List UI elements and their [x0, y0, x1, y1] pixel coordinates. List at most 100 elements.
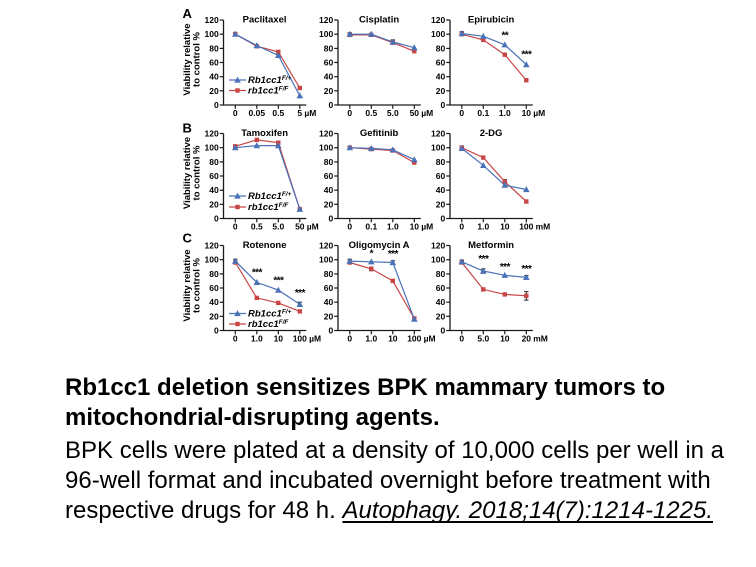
svg-text:100: 100	[431, 29, 445, 39]
svg-text:0: 0	[214, 100, 219, 110]
svg-text:20: 20	[209, 199, 219, 209]
svg-text:5.0: 5.0	[477, 333, 489, 343]
svg-text:120: 120	[319, 15, 333, 25]
svg-text:60: 60	[324, 58, 334, 68]
svg-text:60: 60	[324, 283, 334, 293]
svg-text:20: 20	[324, 86, 334, 96]
svg-text:20: 20	[209, 311, 219, 321]
svg-text:100: 100	[205, 143, 219, 153]
svg-text:60: 60	[209, 58, 219, 68]
svg-text:60: 60	[436, 171, 446, 181]
svg-text:1.0: 1.0	[365, 333, 377, 343]
svg-text:rb1cc1F/F: rb1cc1F/F	[248, 319, 289, 330]
svg-text:80: 80	[436, 43, 446, 53]
svg-text:120: 120	[431, 15, 445, 25]
svg-text:100: 100	[431, 255, 445, 265]
svg-text:5: 5	[297, 108, 302, 118]
svg-text:1.0: 1.0	[499, 108, 511, 118]
svg-text:60: 60	[436, 283, 446, 293]
svg-text:10: 10	[410, 221, 420, 231]
svg-text:1.0: 1.0	[387, 221, 399, 231]
svg-text:0.5: 0.5	[272, 108, 284, 118]
svg-text:0: 0	[328, 100, 333, 110]
svg-text:1.0: 1.0	[477, 221, 489, 231]
svg-text:80: 80	[436, 157, 446, 167]
svg-text:***: ***	[273, 276, 284, 287]
svg-text:40: 40	[436, 297, 446, 307]
svg-text:100: 100	[205, 29, 219, 39]
svg-text:µM: µM	[307, 221, 319, 231]
svg-text:0.05: 0.05	[249, 108, 266, 118]
svg-text:50: 50	[295, 221, 305, 231]
svg-text:120: 120	[205, 129, 219, 139]
svg-text:120: 120	[431, 129, 445, 139]
svg-text:100: 100	[205, 255, 219, 265]
svg-text:20: 20	[436, 199, 446, 209]
svg-text:0.5: 0.5	[251, 221, 263, 231]
svg-text:to control %: to control %	[191, 32, 202, 87]
svg-text:80: 80	[324, 43, 334, 53]
svg-text:Cisplatin: Cisplatin	[359, 14, 399, 25]
svg-text:100: 100	[319, 143, 333, 153]
svg-text:**: **	[502, 31, 509, 42]
svg-text:0: 0	[233, 221, 238, 231]
svg-text:10: 10	[500, 221, 510, 231]
svg-text:60: 60	[209, 283, 219, 293]
svg-text:50: 50	[410, 108, 420, 118]
svg-text:Viability relative: Viability relative	[182, 137, 193, 209]
svg-text:0: 0	[347, 333, 352, 343]
svg-text:10: 10	[500, 333, 510, 343]
svg-text:40: 40	[436, 72, 446, 82]
svg-text:1.0: 1.0	[251, 333, 263, 343]
svg-text:10: 10	[388, 333, 398, 343]
svg-text:20: 20	[209, 86, 219, 96]
svg-text:40: 40	[209, 185, 219, 195]
svg-text:40: 40	[209, 72, 219, 82]
svg-text:***: ***	[252, 268, 263, 279]
svg-text:80: 80	[324, 269, 334, 279]
svg-text:80: 80	[209, 157, 219, 167]
svg-text:40: 40	[324, 72, 334, 82]
svg-text:20: 20	[522, 333, 532, 343]
svg-text:Tamoxifen: Tamoxifen	[241, 128, 288, 139]
svg-text:Rb1cc1F/+: Rb1cc1F/+	[248, 309, 292, 320]
svg-text:rb1cc1F/F: rb1cc1F/F	[248, 202, 289, 213]
svg-text:120: 120	[205, 241, 219, 251]
svg-text:µM: µM	[309, 333, 321, 343]
svg-text:Rotenone: Rotenone	[243, 240, 287, 251]
svg-text:0: 0	[347, 221, 352, 231]
svg-text:Rb1cc1F/+: Rb1cc1F/+	[248, 191, 292, 202]
svg-text:Metformin: Metformin	[468, 240, 514, 251]
svg-text:10: 10	[522, 108, 532, 118]
svg-text:0: 0	[459, 333, 464, 343]
svg-text:120: 120	[319, 241, 333, 251]
svg-text:µM: µM	[421, 221, 433, 231]
svg-text:*: *	[370, 249, 374, 260]
svg-text:80: 80	[209, 269, 219, 279]
svg-text:A: A	[183, 6, 193, 21]
svg-text:***: ***	[388, 249, 399, 260]
svg-text:µM: µM	[421, 108, 433, 118]
svg-text:***: ***	[500, 262, 511, 273]
svg-text:100: 100	[293, 333, 307, 343]
svg-text:µM: µM	[424, 333, 436, 343]
svg-text:120: 120	[319, 129, 333, 139]
svg-text:120: 120	[431, 241, 445, 251]
svg-text:0: 0	[233, 108, 238, 118]
svg-text:0.1: 0.1	[365, 221, 377, 231]
svg-text:40: 40	[324, 297, 334, 307]
svg-text:Rb1cc1F/+: Rb1cc1F/+	[248, 75, 292, 86]
svg-text:Gefitinib: Gefitinib	[360, 128, 399, 139]
svg-text:80: 80	[324, 157, 334, 167]
svg-text:0: 0	[440, 214, 445, 224]
svg-text:0.5: 0.5	[365, 108, 377, 118]
svg-text:B: B	[183, 121, 192, 136]
svg-text:0: 0	[440, 326, 445, 336]
svg-text:60: 60	[324, 171, 334, 181]
svg-text:Viability relative: Viability relative	[182, 249, 193, 321]
svg-text:***: ***	[521, 264, 532, 275]
svg-text:Paclitaxel: Paclitaxel	[243, 14, 287, 25]
svg-text:120: 120	[205, 15, 219, 25]
svg-text:Viability relative: Viability relative	[182, 23, 193, 95]
svg-text:60: 60	[436, 58, 446, 68]
